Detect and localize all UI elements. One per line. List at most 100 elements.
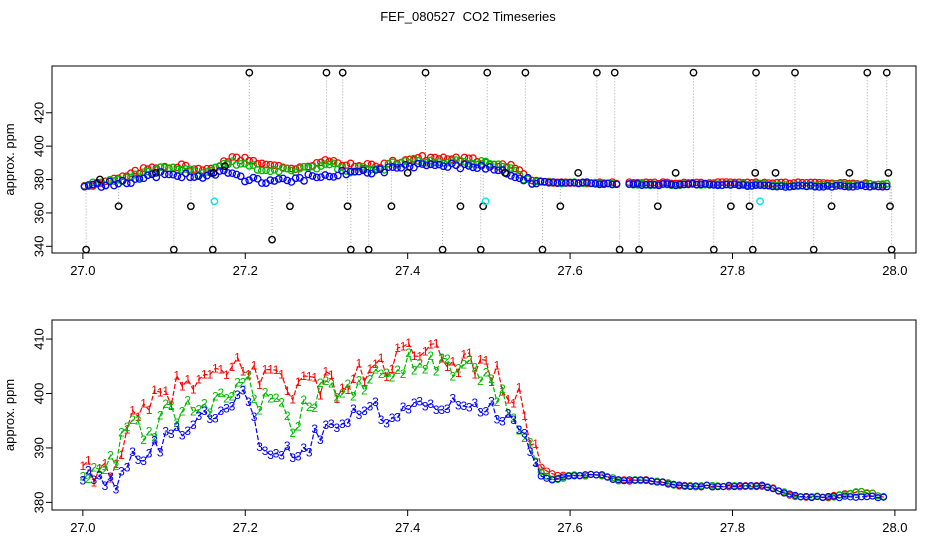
series-2-marker: 2 bbox=[311, 401, 318, 415]
plot-frame bbox=[51, 319, 917, 511]
series-3-point bbox=[730, 180, 739, 188]
series-2-marker: 2 bbox=[433, 364, 440, 378]
series-2-point bbox=[456, 156, 465, 165]
outlier-point bbox=[574, 168, 583, 177]
outlier-point bbox=[845, 168, 854, 177]
y-tick-label: 360 bbox=[31, 202, 46, 224]
series-3-marker: 3 bbox=[212, 411, 219, 425]
series-1-marker: 1 bbox=[284, 384, 291, 398]
series-3-point bbox=[363, 169, 372, 177]
series-3-marker: 3 bbox=[427, 397, 434, 411]
series-1-marker: 1 bbox=[179, 379, 186, 393]
series-2-point bbox=[295, 164, 304, 173]
series-3-marker: 3 bbox=[334, 421, 341, 435]
cyan-point bbox=[210, 197, 219, 206]
series-3-point bbox=[312, 173, 321, 182]
series-3-point bbox=[790, 182, 798, 191]
series-2-marker: 2 bbox=[240, 376, 247, 390]
x-tick-label: 28.0 bbox=[882, 263, 907, 278]
series-3-marker: 3 bbox=[162, 425, 169, 439]
series-3-point bbox=[469, 163, 477, 172]
series-1-marker: 1 bbox=[256, 378, 263, 392]
series-2-marker: 2 bbox=[505, 407, 512, 421]
series-3-marker: 3 bbox=[499, 414, 506, 428]
outlier-point bbox=[709, 245, 718, 254]
series-1-marker: 1 bbox=[521, 409, 528, 423]
series-3-point bbox=[291, 174, 300, 183]
series-1-point bbox=[291, 165, 300, 174]
series-1-point bbox=[342, 161, 351, 170]
series-3-point bbox=[549, 178, 558, 186]
series-3-point bbox=[414, 159, 422, 168]
series-3-point bbox=[355, 167, 363, 176]
series-3-point bbox=[828, 183, 836, 191]
y-tick-label: 380 bbox=[31, 169, 46, 191]
series-2-marker: 2 bbox=[367, 373, 374, 387]
series-1-marker: 1 bbox=[367, 362, 374, 376]
series-3-marker: 3 bbox=[422, 400, 429, 414]
series-3-point bbox=[684, 180, 693, 189]
series-3-point bbox=[853, 182, 862, 190]
series-3-point bbox=[777, 182, 786, 191]
series-3-point bbox=[89, 180, 97, 189]
series-2-marker: 2 bbox=[345, 377, 352, 391]
series-1-marker: 1 bbox=[361, 375, 368, 389]
x-tick-label: 28.0 bbox=[882, 520, 907, 535]
series-1-marker: 1 bbox=[195, 372, 202, 386]
y-tick-label: 390 bbox=[31, 437, 46, 459]
series-2-marker: 2 bbox=[195, 402, 202, 416]
outlier-point bbox=[886, 202, 894, 211]
series-2-marker: 2 bbox=[262, 385, 269, 399]
series-3-point bbox=[283, 176, 292, 185]
series-1-point bbox=[443, 155, 452, 163]
outlier-point bbox=[809, 245, 818, 254]
series-2-marker: 2 bbox=[372, 363, 379, 377]
series-2-marker: 2 bbox=[350, 390, 357, 404]
series-1-marker: 1 bbox=[328, 368, 335, 382]
series-2-point bbox=[321, 160, 330, 168]
series-2-marker: 2 bbox=[444, 352, 451, 366]
series-3-point bbox=[600, 180, 608, 188]
series-1-marker: 1 bbox=[383, 370, 390, 384]
series-2-point bbox=[359, 162, 368, 171]
series-2-point bbox=[815, 180, 824, 189]
series-1-marker: 1 bbox=[444, 360, 451, 374]
series-2-point bbox=[249, 161, 258, 169]
series-3-marker: 3 bbox=[295, 450, 302, 464]
series-3-point bbox=[714, 181, 722, 190]
series-3-marker: 3 bbox=[400, 400, 407, 414]
outlier-point bbox=[538, 245, 547, 254]
series-1-marker: 1 bbox=[129, 403, 136, 417]
series-1-marker: 1 bbox=[240, 365, 247, 379]
series-3-point bbox=[507, 171, 515, 180]
series-3-point bbox=[844, 182, 853, 191]
series-3-point bbox=[840, 182, 849, 191]
outlier-point bbox=[286, 202, 294, 211]
series-3-point bbox=[536, 177, 545, 186]
series-2-marker: 2 bbox=[201, 396, 208, 410]
series-1-point bbox=[507, 160, 515, 169]
series-3-marker: 3 bbox=[411, 396, 418, 410]
series-2-point bbox=[405, 158, 414, 167]
series-1-marker: 1 bbox=[378, 351, 385, 365]
series-2-marker: 2 bbox=[416, 356, 423, 370]
series-2-marker: 2 bbox=[328, 376, 335, 390]
series-3-point bbox=[540, 177, 549, 186]
series-3-marker: 3 bbox=[91, 473, 98, 487]
series-3-point bbox=[781, 183, 790, 191]
y-tick-label: 380 bbox=[31, 492, 46, 514]
series-2-marker: 2 bbox=[521, 431, 528, 445]
series-1-marker: 1 bbox=[317, 388, 324, 402]
series-3-marker: 3 bbox=[345, 416, 352, 430]
series-2-marker: 2 bbox=[510, 411, 517, 425]
series-3-marker: 3 bbox=[218, 404, 225, 418]
series-3-marker: 3 bbox=[416, 394, 423, 408]
series-1-point bbox=[228, 153, 237, 161]
series-2-marker: 2 bbox=[102, 463, 109, 477]
series-1-marker: 1 bbox=[438, 352, 445, 366]
series-3-point bbox=[393, 164, 401, 172]
x-tick-label: 27.4 bbox=[395, 263, 420, 278]
series-2-marker: 2 bbox=[477, 374, 484, 388]
outlier-point bbox=[726, 202, 735, 211]
series-2-point bbox=[325, 160, 334, 169]
